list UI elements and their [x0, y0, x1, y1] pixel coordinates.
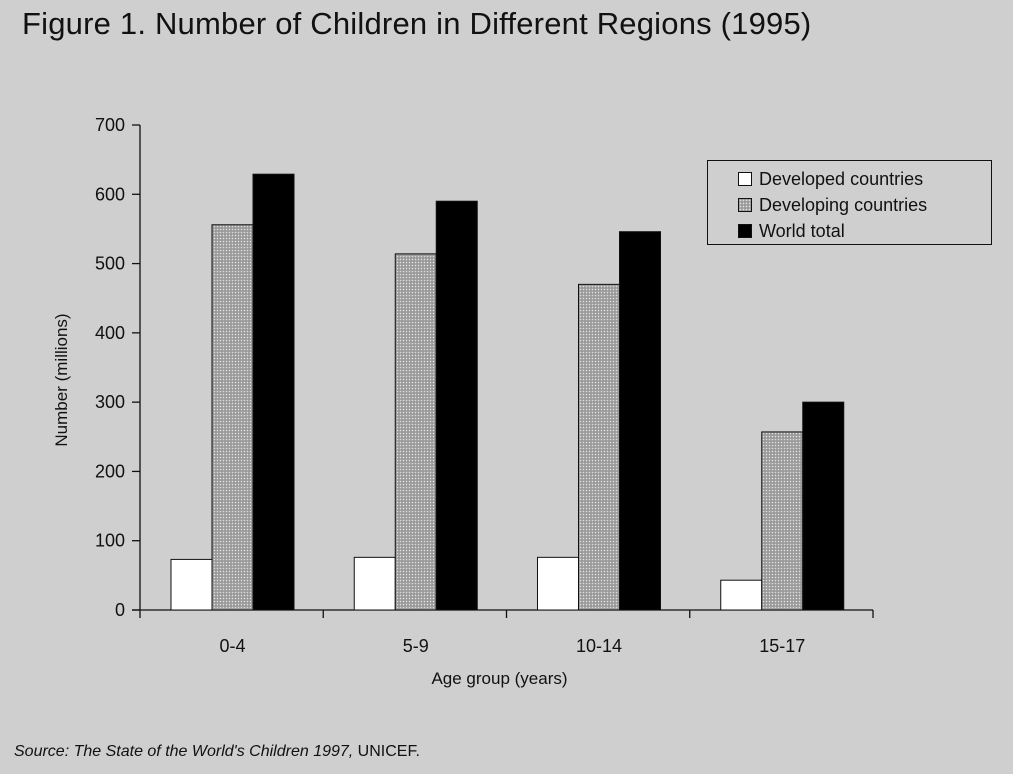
- bar-developing: [394, 253, 437, 611]
- bar-developed: [537, 556, 579, 611]
- legend-swatch-world: [738, 224, 752, 238]
- source-publisher: UNICEF.: [353, 743, 420, 760]
- source-note: Source: The State of the World's Childre…: [14, 743, 420, 761]
- legend-item-developed: Developed countries: [738, 166, 991, 192]
- x-tick-label: 5-9: [403, 636, 429, 656]
- x-tick-label: 0-4: [219, 636, 245, 656]
- bar-developing: [761, 431, 804, 611]
- bar-developed: [720, 579, 763, 611]
- y-axis-title: Number (millions): [52, 313, 71, 446]
- bar-developed: [170, 558, 213, 611]
- bar-developing: [211, 224, 254, 611]
- y-tick-label: 400: [95, 323, 125, 343]
- y-tick-label: 100: [95, 531, 125, 551]
- bar-world-total: [802, 401, 845, 611]
- legend-label-world: World total: [759, 220, 845, 241]
- x-axis-title: Age group (years): [431, 669, 567, 688]
- chart-legend: Developed countries Developing countries…: [707, 160, 992, 245]
- legend-swatch-developing: [738, 198, 752, 212]
- y-tick-label: 200: [95, 461, 125, 481]
- bar-world-total: [435, 200, 478, 611]
- y-tick-label: 500: [95, 254, 125, 274]
- axis-labels: 0 100 200 300 400 500 600 700 0-4 5-9 10-14 15-17 Ag…: [52, 115, 805, 688]
- figure-title: Figure 1. Number of Children in Differen…: [22, 6, 812, 41]
- y-tick-label: 700: [95, 115, 125, 135]
- legend-item-world: World total: [738, 218, 991, 244]
- x-tick-label: 15-17: [759, 636, 805, 656]
- bar-developing: [578, 283, 620, 611]
- y-tick-label: 0: [115, 600, 125, 620]
- legend-swatch-developed: [738, 172, 752, 186]
- legend-item-developing: Developing countries: [738, 192, 991, 218]
- x-tick-label: 10-14: [576, 636, 622, 656]
- bar-world-total: [252, 173, 295, 611]
- bar-developed: [353, 556, 396, 611]
- bars: [170, 173, 845, 611]
- y-tick-label: 300: [95, 392, 125, 412]
- bar-world-total: [619, 231, 661, 611]
- y-tick-label: 600: [95, 184, 125, 204]
- legend-label-developed: Developed countries: [759, 168, 924, 189]
- source-citation: Source: The State of the World's Childre…: [14, 743, 354, 760]
- legend-label-developing: Developing countries: [759, 194, 928, 215]
